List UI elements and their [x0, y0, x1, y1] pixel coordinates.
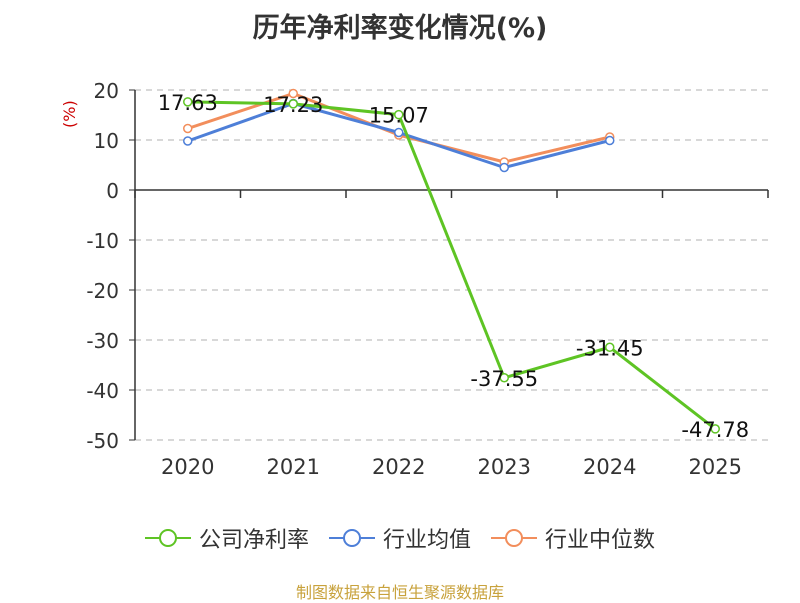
data-point-2: [288, 88, 298, 99]
x-tick-label: 2022: [372, 455, 425, 479]
legend-label-industry-mean: 行业均值: [382, 528, 471, 553]
x-tick-label: 2021: [267, 455, 320, 479]
x-tick-label: 2020: [161, 455, 214, 479]
x-tick-label: 2023: [478, 455, 531, 479]
data-point-2: [183, 123, 193, 134]
x-tick-label: 2025: [689, 455, 742, 479]
data-label: 17.23: [263, 93, 323, 117]
y-tick-label: -40: [86, 379, 119, 403]
source-note: 制图数据来自恒生聚源数据库: [295, 583, 504, 602]
data-point-0: [394, 109, 404, 120]
data-label: -37.55: [470, 367, 538, 391]
data-label: -31.45: [576, 336, 644, 360]
data-point-1: [394, 127, 404, 138]
y-tick-label: 20: [94, 79, 119, 103]
legend-item-industry-median[interactable]: 行业中位数: [491, 522, 655, 554]
legend-label-industry-median: 行业中位数: [545, 528, 656, 553]
y-tick-label: -10: [86, 229, 119, 253]
legend-item-company[interactable]: 公司净利率: [144, 522, 309, 554]
data-point-0: [605, 342, 615, 352]
legend-label-company: 公司净利率: [198, 528, 309, 553]
y-tick-label: -50: [86, 429, 119, 453]
y-tick-label: -30: [86, 329, 119, 353]
data-label: 15.07: [369, 104, 429, 128]
data-point-0: [288, 99, 298, 109]
legend-swatch-industry-mean: [328, 529, 375, 547]
y-tick-label: 0: [106, 179, 119, 203]
series-line-0: [187, 100, 717, 431]
legend-swatch-company: [144, 529, 191, 547]
data-point-0: [499, 373, 509, 383]
y-tick-label: 10: [94, 129, 119, 153]
data-point-0: [183, 97, 193, 107]
data-point-1: [499, 162, 509, 173]
y-tick-label: -20: [86, 279, 119, 303]
legend: 公司净利率 行业均值 行业中位数: [0, 521, 800, 555]
legend-swatch-industry-median: [491, 529, 537, 547]
chart-title: 历年净利率变化情况(%): [252, 13, 548, 44]
data-point-1: [605, 135, 615, 146]
x-tick-label: 2024: [583, 455, 636, 479]
data-point-0: [710, 424, 720, 434]
data-point-1: [183, 136, 193, 146]
legend-item-industry-mean[interactable]: 行业均值: [328, 522, 471, 554]
data-label: -47.78: [681, 418, 749, 442]
data-label: 17.63: [158, 91, 218, 115]
